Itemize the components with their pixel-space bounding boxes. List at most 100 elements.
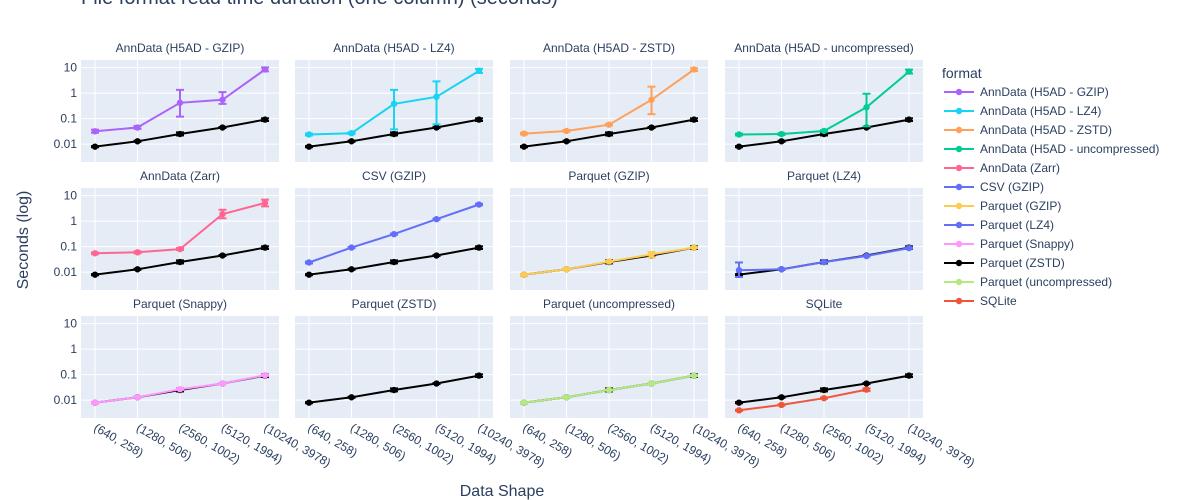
data-point[interactable] <box>648 380 655 387</box>
data-point[interactable] <box>305 143 313 150</box>
data-point[interactable] <box>520 271 528 278</box>
data-point[interactable] <box>390 230 398 238</box>
data-point[interactable] <box>735 399 743 406</box>
data-point[interactable] <box>778 394 785 401</box>
data-point[interactable] <box>261 66 269 73</box>
data-point[interactable] <box>820 386 828 394</box>
data-point[interactable] <box>91 399 99 406</box>
data-point[interactable] <box>563 127 570 135</box>
data-point[interactable] <box>735 266 743 274</box>
data-point[interactable] <box>305 399 313 406</box>
legend-item-anndata-h5ad-zstd[interactable]: AnnData (H5AD - ZSTD) <box>944 123 1112 137</box>
data-point[interactable] <box>176 245 184 253</box>
data-point[interactable] <box>390 258 398 266</box>
legend-item-parquet-lz4[interactable]: Parquet (LZ4) <box>944 218 1054 232</box>
data-point[interactable] <box>134 266 141 273</box>
data-point[interactable] <box>390 100 398 108</box>
data-point[interactable] <box>219 124 226 131</box>
data-point[interactable] <box>563 394 570 401</box>
legend-item-parquet-snappy[interactable]: Parquet (Snappy) <box>944 237 1074 251</box>
data-point[interactable] <box>475 244 483 251</box>
data-point[interactable] <box>820 127 828 135</box>
legend-item-anndata-h5ad-lz4[interactable]: AnnData (H5AD - LZ4) <box>944 104 1101 118</box>
data-point[interactable] <box>348 138 355 145</box>
data-point[interactable] <box>91 250 99 257</box>
data-point[interactable] <box>219 96 226 103</box>
data-point[interactable] <box>690 244 698 251</box>
legend-item-parquet-uncompressed[interactable]: Parquet (uncompressed) <box>944 275 1112 289</box>
data-point[interactable] <box>433 124 440 131</box>
data-point[interactable] <box>305 259 313 266</box>
data-point[interactable] <box>520 399 528 406</box>
data-point[interactable] <box>863 252 870 260</box>
data-point[interactable] <box>134 124 141 131</box>
legend-item-sqlite[interactable]: SQLite <box>944 294 1017 308</box>
data-point[interactable] <box>905 68 913 75</box>
data-point[interactable] <box>905 244 913 252</box>
data-point[interactable] <box>219 380 226 387</box>
data-point[interactable] <box>778 401 785 409</box>
data-point[interactable] <box>261 244 269 251</box>
data-point[interactable] <box>261 116 269 123</box>
data-point[interactable] <box>348 394 355 401</box>
data-point[interactable] <box>91 128 99 135</box>
data-point[interactable] <box>433 380 440 387</box>
data-point[interactable] <box>605 121 613 128</box>
data-point[interactable] <box>735 131 743 138</box>
data-point[interactable] <box>390 386 398 394</box>
data-point[interactable] <box>605 386 613 394</box>
data-point[interactable] <box>690 372 698 379</box>
data-point[interactable] <box>520 130 528 137</box>
legend-item-parquet-zstd[interactable]: Parquet (ZSTD) <box>944 256 1065 270</box>
data-point[interactable] <box>520 143 528 150</box>
data-point[interactable] <box>863 386 870 393</box>
data-point[interactable] <box>735 407 743 414</box>
data-point[interactable] <box>433 93 440 101</box>
legend-item-parquet-gzip[interactable]: Parquet (GZIP) <box>944 199 1061 213</box>
data-point[interactable] <box>348 129 355 137</box>
data-point[interactable] <box>91 143 99 150</box>
data-point[interactable] <box>820 258 828 266</box>
data-point[interactable] <box>348 244 355 251</box>
data-point[interactable] <box>134 249 141 256</box>
data-point[interactable] <box>390 130 398 138</box>
data-point[interactable] <box>219 252 226 259</box>
data-point[interactable] <box>134 138 141 145</box>
data-point[interactable] <box>690 66 698 73</box>
data-point[interactable] <box>605 130 613 138</box>
data-point[interactable] <box>261 199 269 207</box>
data-point[interactable] <box>648 96 655 103</box>
data-point[interactable] <box>348 266 355 273</box>
legend-item-anndata-zarr[interactable]: AnnData (Zarr) <box>944 161 1060 175</box>
data-point[interactable] <box>905 372 913 379</box>
legend-item-csv-gzip[interactable]: CSV (GZIP) <box>944 180 1044 194</box>
data-point[interactable] <box>648 124 655 131</box>
data-point[interactable] <box>563 266 570 273</box>
data-point[interactable] <box>305 271 313 278</box>
data-point[interactable] <box>176 130 184 138</box>
legend-item-anndata-h5ad-uncompressed[interactable]: AnnData (H5AD - uncompressed) <box>944 142 1159 156</box>
data-point[interactable] <box>91 271 99 278</box>
data-point[interactable] <box>778 138 785 145</box>
data-point[interactable] <box>134 394 141 401</box>
legend-item-anndata-h5ad-gzip[interactable]: AnnData (H5AD - GZIP) <box>944 85 1109 99</box>
data-point[interactable] <box>863 380 870 387</box>
data-point[interactable] <box>563 138 570 145</box>
data-point[interactable] <box>605 258 613 265</box>
data-point[interactable] <box>176 385 184 393</box>
data-point[interactable] <box>433 252 440 259</box>
data-point[interactable] <box>475 372 483 379</box>
data-point[interactable] <box>905 116 913 123</box>
data-point[interactable] <box>475 116 483 123</box>
data-point[interactable] <box>735 143 743 150</box>
data-point[interactable] <box>305 131 313 138</box>
legend[interactable]: format AnnData (H5AD - GZIP) AnnData (H5A… <box>942 65 1159 308</box>
data-point[interactable] <box>820 394 828 402</box>
data-point[interactable] <box>778 130 785 138</box>
data-point[interactable] <box>176 258 184 266</box>
data-point[interactable] <box>261 372 269 379</box>
data-point[interactable] <box>863 104 870 111</box>
data-point[interactable] <box>176 99 184 106</box>
data-point[interactable] <box>648 251 655 258</box>
data-point[interactable] <box>778 266 785 273</box>
